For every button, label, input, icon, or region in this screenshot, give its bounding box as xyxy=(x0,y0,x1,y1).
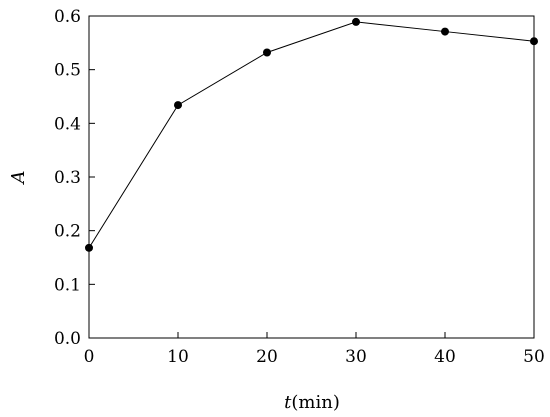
x-axis-label-variable: t xyxy=(284,392,292,413)
y-tick-label: 0.0 xyxy=(54,329,81,349)
x-axis-label-unit: (min) xyxy=(291,392,339,413)
x-tick-label: 50 xyxy=(523,347,545,367)
series-line xyxy=(88,21,535,249)
data-point xyxy=(530,37,538,46)
y-tick-label: 0.3 xyxy=(54,168,81,188)
y-tick-label: 0.2 xyxy=(54,222,81,242)
data-point xyxy=(85,243,93,252)
y-tick-label: 0.4 xyxy=(54,114,81,134)
y-tick-label: 0.1 xyxy=(54,275,81,295)
x-tick-label: 10 xyxy=(167,347,189,367)
data-point xyxy=(174,101,182,110)
x-tick-label: 0 xyxy=(84,347,95,367)
x-axis-label: t(min) xyxy=(284,392,340,413)
data-series xyxy=(85,17,538,252)
axes xyxy=(88,15,535,339)
y-tick-label: 0.5 xyxy=(54,61,81,81)
plot-frame xyxy=(88,15,535,339)
x-tick-label: 20 xyxy=(256,347,278,367)
y-axis-label: A xyxy=(8,171,29,186)
data-point xyxy=(263,48,271,57)
x-tick-label: 40 xyxy=(434,347,456,367)
x-tick-label: 30 xyxy=(345,347,367,367)
x-axis-ticks: 0 10 20 30 40 50 xyxy=(84,332,545,367)
data-point xyxy=(441,27,449,36)
data-point xyxy=(352,17,360,26)
y-axis-ticks: 0.0 0.1 0.2 0.3 0.4 0.5 0.6 xyxy=(54,7,95,349)
y-tick-label: 0.6 xyxy=(54,7,81,27)
